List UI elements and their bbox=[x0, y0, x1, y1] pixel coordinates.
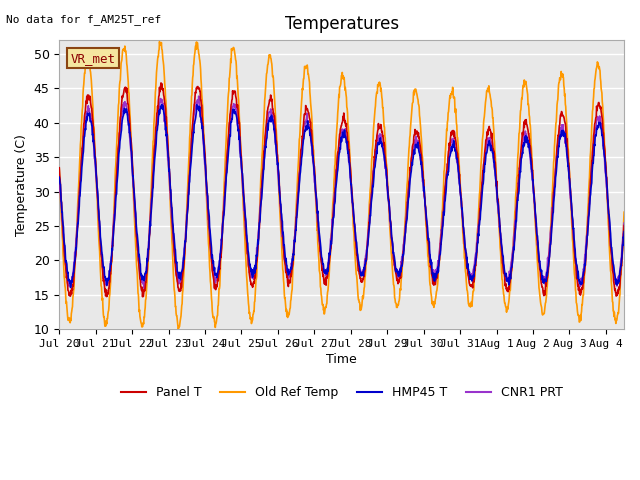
Panel T bbox=[308, 127, 316, 133]
Panel T bbox=[99, 272, 107, 278]
Line: HMP45 T: HMP45 T bbox=[60, 105, 624, 288]
Old Ref Temp bbox=[317, 293, 325, 299]
HMP45 T bbox=[56, 174, 63, 180]
Old Ref Temp bbox=[296, 135, 303, 141]
HMP45 T bbox=[308, 139, 316, 145]
Old Ref Temp bbox=[378, 90, 385, 96]
CNR1 PRT bbox=[378, 134, 385, 140]
Panel T bbox=[296, 169, 303, 175]
Old Ref Temp bbox=[156, 39, 163, 45]
HMP45 T bbox=[378, 140, 385, 145]
Old Ref Temp bbox=[56, 166, 63, 172]
Panel T bbox=[620, 223, 628, 228]
Old Ref Temp bbox=[122, 50, 130, 56]
Text: VR_met: VR_met bbox=[70, 52, 116, 65]
Line: Old Ref Temp: Old Ref Temp bbox=[60, 42, 624, 330]
Panel T bbox=[157, 80, 165, 86]
HMP45 T bbox=[620, 229, 628, 235]
Panel T bbox=[56, 165, 63, 171]
Line: Panel T: Panel T bbox=[60, 83, 624, 297]
CNR1 PRT bbox=[620, 220, 628, 226]
Line: CNR1 PRT: CNR1 PRT bbox=[60, 96, 624, 288]
Panel T bbox=[122, 84, 130, 90]
CNR1 PRT bbox=[99, 264, 107, 270]
Panel T bbox=[378, 127, 385, 133]
Title: Temperatures: Temperatures bbox=[285, 15, 399, 33]
HMP45 T bbox=[100, 264, 108, 270]
CNR1 PRT bbox=[317, 256, 325, 262]
X-axis label: Time: Time bbox=[326, 353, 357, 366]
Text: No data for f_AM25T_ref: No data for f_AM25T_ref bbox=[6, 14, 162, 25]
Old Ref Temp bbox=[175, 327, 182, 333]
HMP45 T bbox=[296, 178, 303, 183]
CNR1 PRT bbox=[195, 93, 202, 99]
Panel T bbox=[317, 261, 325, 267]
CNR1 PRT bbox=[140, 286, 148, 291]
Old Ref Temp bbox=[308, 108, 316, 114]
CNR1 PRT bbox=[56, 177, 63, 183]
HMP45 T bbox=[67, 285, 74, 290]
HMP45 T bbox=[122, 106, 130, 112]
Old Ref Temp bbox=[620, 209, 628, 215]
CNR1 PRT bbox=[296, 168, 303, 174]
Old Ref Temp bbox=[99, 306, 107, 312]
Y-axis label: Temperature (C): Temperature (C) bbox=[15, 134, 28, 236]
Legend: Panel T, Old Ref Temp, HMP45 T, CNR1 PRT: Panel T, Old Ref Temp, HMP45 T, CNR1 PRT bbox=[116, 381, 568, 404]
CNR1 PRT bbox=[122, 100, 130, 106]
CNR1 PRT bbox=[308, 143, 316, 148]
HMP45 T bbox=[317, 254, 325, 260]
HMP45 T bbox=[158, 102, 166, 108]
Panel T bbox=[139, 294, 147, 300]
